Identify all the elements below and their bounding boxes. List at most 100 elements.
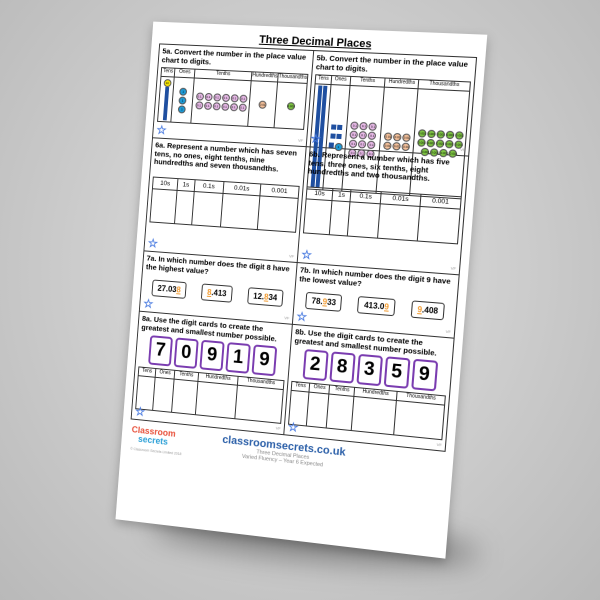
answer-cell[interactable] bbox=[152, 377, 175, 413]
counter: 0.1 bbox=[359, 121, 369, 131]
number-option[interactable]: 27.038 bbox=[151, 279, 188, 300]
vf-label: VF bbox=[436, 442, 443, 448]
digit-card: 0 bbox=[173, 337, 199, 370]
question-6a: 6a. Represent a number which has seven t… bbox=[144, 138, 307, 264]
counter: 1 bbox=[178, 96, 187, 105]
answer-cell[interactable] bbox=[347, 201, 381, 239]
counter: 0.001 bbox=[435, 130, 445, 140]
counter: 0.01 bbox=[393, 132, 402, 142]
ones-cube bbox=[328, 142, 334, 148]
question-6b: 6b. Represent a number which has five te… bbox=[297, 147, 469, 276]
answer-chart-6a: 10s 1s 0.1s 0.01s 0.001 bbox=[149, 176, 300, 233]
answer-cell[interactable] bbox=[303, 198, 333, 235]
answer-cell[interactable] bbox=[377, 203, 420, 241]
answer-cell[interactable] bbox=[416, 206, 461, 244]
star-icon: ☆ bbox=[295, 309, 308, 325]
answer-cell[interactable] bbox=[220, 193, 260, 230]
digit-card: 1 bbox=[225, 342, 251, 375]
vf-label: VF bbox=[284, 315, 290, 321]
counter: 0.1 bbox=[203, 101, 212, 111]
counter: 0.1 bbox=[229, 103, 238, 112]
vf-label: VF bbox=[445, 329, 452, 335]
star-icon: ☆ bbox=[155, 122, 168, 138]
answer-cell[interactable] bbox=[235, 385, 284, 424]
counter: 0.001 bbox=[426, 129, 436, 139]
counter: 0.1 bbox=[368, 122, 378, 131]
ones-cube bbox=[337, 125, 343, 131]
star-icon: ☆ bbox=[147, 236, 159, 251]
counter: 0.1 bbox=[238, 94, 248, 104]
star-icon: ☆ bbox=[300, 247, 313, 263]
counter: 0.001 bbox=[445, 130, 454, 140]
counter: 0.001 bbox=[425, 139, 435, 148]
column-header: 1s bbox=[176, 178, 195, 192]
answer-cell[interactable] bbox=[306, 392, 330, 429]
counter: 10 bbox=[163, 78, 172, 87]
answer-cell[interactable] bbox=[257, 195, 299, 233]
counter: 0.1 bbox=[350, 121, 360, 130]
digit-card: 8 bbox=[328, 351, 356, 384]
number-option[interactable]: 9.408 bbox=[410, 300, 445, 321]
question-8a: 8a. Use the digit cards to create the gr… bbox=[131, 311, 293, 435]
answer-cell[interactable] bbox=[194, 381, 238, 420]
answer-cell[interactable]: 0.001 bbox=[274, 82, 308, 130]
number-options: 78.933 413.09 9.408 bbox=[297, 291, 453, 321]
counter: 0.1 bbox=[221, 93, 230, 103]
question-grid: 5a. Convert the number in the place valu… bbox=[130, 43, 478, 452]
counter: 0.1 bbox=[358, 130, 368, 140]
counter: 0.1 bbox=[230, 94, 239, 103]
counter: 0.1 bbox=[368, 131, 377, 140]
answer-cell[interactable]: 0.01 bbox=[247, 80, 278, 129]
number-option[interactable]: 8.413 bbox=[200, 283, 233, 304]
number-option[interactable]: 413.09 bbox=[357, 296, 396, 317]
digit-card: 9 bbox=[251, 344, 278, 377]
question-5a: 5a. Convert the number in the place valu… bbox=[152, 44, 315, 148]
tens-rod bbox=[162, 87, 169, 121]
counter: 0.01 bbox=[401, 142, 411, 151]
question-5b: 5b. Convert the number in the place valu… bbox=[306, 51, 476, 200]
counter: 0.1 bbox=[194, 101, 204, 110]
place-value-chart-5a: Tens Ones Tenths Hundredths Thousandths 10 111… bbox=[157, 67, 308, 130]
answer-cell[interactable] bbox=[351, 396, 397, 436]
answer-cell[interactable] bbox=[149, 188, 177, 224]
question-text: 6b. Represent a number which has five te… bbox=[307, 149, 451, 184]
counter: 0.1 bbox=[238, 103, 247, 113]
number-option[interactable]: 78.933 bbox=[304, 292, 343, 313]
number-options: 27.038 8.413 12.834 bbox=[144, 279, 292, 308]
counter: 0.001 bbox=[444, 140, 454, 149]
star-icon: ☆ bbox=[142, 296, 154, 311]
counter: 0.001 bbox=[286, 101, 295, 111]
counter: 0.1 bbox=[349, 139, 358, 148]
vf-label: VF bbox=[450, 265, 457, 272]
counter: 0.01 bbox=[383, 141, 393, 150]
counter: 0.1 bbox=[212, 102, 221, 111]
ones-cube bbox=[331, 124, 337, 131]
counter: 1 bbox=[177, 105, 187, 114]
answer-cell[interactable] bbox=[171, 379, 198, 415]
answer-cell[interactable] bbox=[326, 394, 354, 431]
counter: 0.1 bbox=[367, 140, 377, 149]
counter: 1 bbox=[179, 87, 188, 96]
counter: 0.001 bbox=[454, 131, 464, 141]
vf-label: VF bbox=[459, 147, 466, 153]
counter: 0.1 bbox=[195, 92, 204, 101]
digit-card: 3 bbox=[355, 354, 383, 387]
counter: 0.001 bbox=[435, 139, 444, 149]
counter: 0.1 bbox=[358, 139, 367, 149]
digit-card: 7 bbox=[148, 335, 173, 367]
counter: 0.1 bbox=[220, 102, 230, 112]
counter: 0.1 bbox=[349, 130, 359, 139]
answer-cell[interactable] bbox=[191, 191, 223, 227]
answer-cell[interactable] bbox=[393, 400, 445, 440]
digit-card: 5 bbox=[383, 356, 410, 390]
vf-label: VF bbox=[275, 425, 281, 432]
counter: 0.001 bbox=[417, 129, 427, 138]
question-8b: 8b. Use the digit cards to create the gr… bbox=[284, 325, 453, 451]
digit-card: 9 bbox=[199, 339, 225, 372]
star-icon: ☆ bbox=[134, 404, 146, 419]
vf-label: VF bbox=[288, 253, 295, 260]
question-text: 6a. Represent a number which has seven t… bbox=[153, 140, 298, 174]
counter: 0.01 bbox=[402, 133, 412, 142]
number-option[interactable]: 12.834 bbox=[246, 287, 284, 308]
